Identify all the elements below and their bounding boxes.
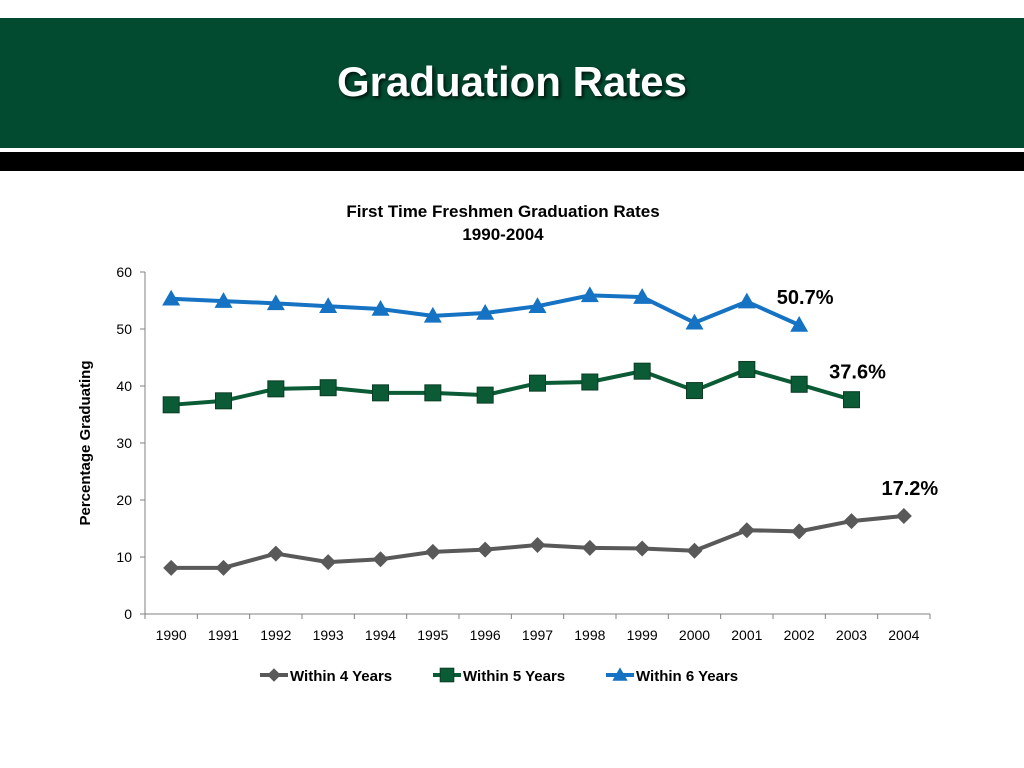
x-tick-label: 1998 (574, 627, 605, 643)
data-point (423, 306, 442, 323)
data-point (529, 537, 546, 554)
x-tick-label: 1997 (522, 627, 553, 643)
y-tick-label: 10 (116, 549, 132, 565)
data-point (738, 522, 755, 539)
data-point (686, 382, 703, 400)
data-point (790, 375, 808, 393)
x-tick-label: 2003 (836, 627, 867, 643)
x-tick-label: 1992 (260, 627, 291, 643)
data-point (476, 386, 494, 404)
data-point (580, 286, 599, 303)
data-point (843, 513, 860, 530)
series-line-5yr (171, 367, 853, 407)
data-label: 37.6% (829, 362, 886, 384)
data-point (738, 360, 756, 378)
data-label: 50.7% (777, 287, 834, 309)
x-tick-label: 1995 (417, 627, 448, 643)
legend-marker (612, 667, 628, 681)
data-point (319, 297, 338, 313)
y-tick-label: 0 (124, 606, 132, 622)
data-point (162, 396, 180, 414)
data-point (685, 313, 704, 330)
data-point (581, 539, 598, 556)
data-point (633, 288, 652, 304)
data-point (791, 523, 808, 540)
data-point (790, 316, 809, 332)
data-label: 17.2% (881, 478, 938, 500)
data-point (266, 294, 285, 311)
data-point (581, 373, 599, 391)
x-tick-label: 1991 (208, 627, 239, 643)
legend-marker (267, 668, 281, 682)
data-point (372, 551, 389, 568)
y-tick-label: 30 (116, 435, 132, 451)
data-point (424, 384, 442, 402)
divider-black (0, 152, 1024, 171)
data-point (320, 554, 337, 571)
data-point (476, 304, 495, 320)
data-point (424, 543, 441, 560)
x-tick-label: 2001 (731, 627, 762, 643)
data-point (372, 384, 389, 402)
legend-marker (439, 667, 455, 683)
title-banner (0, 18, 1024, 148)
legend-label: Within 5 Years (463, 668, 565, 685)
x-tick-label: 1999 (627, 627, 658, 643)
y-axis-label: Percentage Graduating (77, 360, 94, 525)
y-tick-label: 50 (116, 321, 132, 337)
divider-white (0, 148, 1024, 152)
data-point (686, 542, 703, 559)
data-point (843, 391, 860, 409)
chart-title: First Time Freshmen Graduation Rates (346, 202, 659, 221)
x-tick-label: 1990 (156, 627, 187, 643)
data-point (267, 380, 285, 398)
x-tick-label: 1994 (365, 627, 396, 643)
legend-label: Within 6 Years (636, 668, 738, 685)
data-point (634, 540, 651, 557)
data-point (895, 507, 912, 524)
slide-title: Graduation Rates (336, 58, 688, 105)
data-point (477, 541, 494, 558)
x-tick-label: 1996 (470, 627, 501, 643)
data-point (633, 362, 651, 380)
data-point (162, 289, 181, 306)
data-point (529, 374, 546, 392)
data-point (528, 297, 547, 313)
data-point (215, 392, 232, 410)
data-point (371, 300, 390, 316)
data-point (163, 559, 180, 576)
x-tick-label: 2004 (888, 627, 919, 643)
legend-label: Within 4 Years (290, 668, 392, 685)
data-point (319, 379, 337, 397)
x-tick-label: 2002 (784, 627, 815, 643)
data-point (214, 292, 233, 308)
x-tick-label: 2000 (679, 627, 710, 643)
chart-subtitle: 1990-2004 (462, 225, 544, 244)
data-point (215, 559, 232, 576)
y-tick-label: 60 (116, 264, 132, 280)
data-point (267, 545, 284, 562)
data-point (737, 292, 756, 309)
y-tick-label: 20 (116, 492, 132, 508)
x-tick-label: 1993 (313, 627, 344, 643)
y-tick-label: 40 (116, 378, 132, 394)
